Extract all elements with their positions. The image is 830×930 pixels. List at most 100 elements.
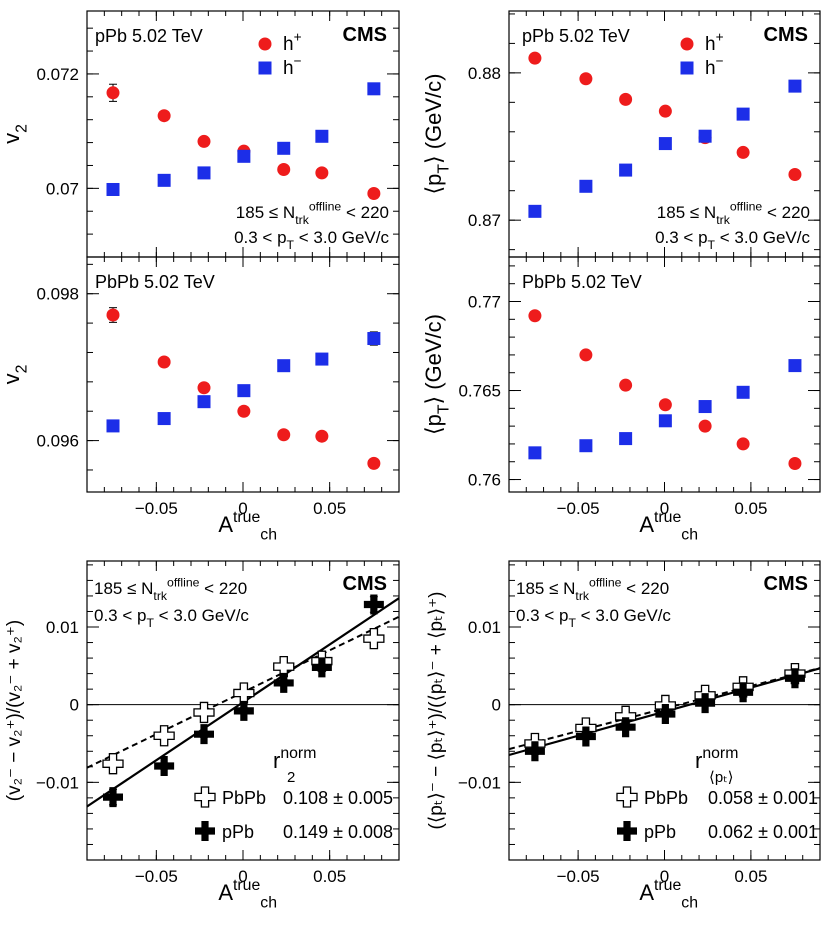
y-tick-label: −0.01 xyxy=(458,773,501,792)
cut-annotation: 0.3 < pT < 3.0 GeV/c xyxy=(655,228,810,252)
x-tick-label: −0.05 xyxy=(557,867,600,886)
data-point xyxy=(157,109,171,123)
system-label: pPb 5.02 TeV xyxy=(95,26,203,46)
legend-marker xyxy=(616,786,638,808)
data-point xyxy=(788,457,802,471)
cut-annotation: 185 ≤ Ntrkoffline < 220 xyxy=(94,575,247,603)
series-pPb xyxy=(524,668,805,762)
x-tick-label: 0.05 xyxy=(734,499,767,518)
y-axis-label: v2 xyxy=(0,124,31,144)
data-point xyxy=(367,332,381,346)
x-tick-label: 0 xyxy=(238,499,247,518)
x-axis-label: Atruech xyxy=(218,877,277,912)
data-point xyxy=(315,166,329,180)
legend-value: 0.108 ± 0.005 xyxy=(283,788,393,808)
data-point xyxy=(579,439,593,453)
data-point xyxy=(102,753,124,775)
data-point xyxy=(788,79,802,93)
data-point xyxy=(736,107,750,121)
legend-label: h+ xyxy=(705,29,724,55)
cut-annotation: 185 ≤ Ntrkoffline < 220 xyxy=(236,199,389,227)
data-point xyxy=(277,162,291,176)
data-point xyxy=(658,398,672,412)
panel-p3: 0.096 0.098 −0.05 0 0.05 PbPb 5.02 TeV v2 Atrue… xyxy=(0,256,400,544)
data-point xyxy=(315,129,329,143)
data-point xyxy=(237,404,251,418)
legend-marker xyxy=(680,37,694,51)
x-tick-label: 0.05 xyxy=(734,867,767,886)
legend-label: h− xyxy=(283,53,302,79)
r-norm-subscript: ⟨pₜ⟩ xyxy=(709,769,733,786)
y-tick-label: 0 xyxy=(70,696,79,715)
data-point xyxy=(103,787,123,808)
y-axis-label: ⟨pT⟩ (GeV/c) xyxy=(421,74,453,195)
series-h xyxy=(106,307,381,470)
x-tick-label: −0.05 xyxy=(135,867,178,886)
x-axis-label: Atruech xyxy=(639,877,698,912)
data-point xyxy=(315,429,329,443)
data-point xyxy=(106,86,120,100)
y-tick-label: 0.76 xyxy=(468,471,501,490)
data-point xyxy=(655,703,676,724)
data-point xyxy=(784,668,805,689)
data-point xyxy=(153,725,175,747)
y-tick-label: 0.098 xyxy=(36,285,79,304)
data-point xyxy=(788,168,802,182)
series-h xyxy=(528,51,802,182)
data-point xyxy=(733,682,754,703)
data-point xyxy=(154,756,175,777)
y-tick-label: 0.01 xyxy=(46,618,79,637)
y-tick-label: 0.87 xyxy=(468,211,501,230)
series-h xyxy=(528,309,802,471)
data-point xyxy=(233,682,255,704)
data-point xyxy=(315,352,329,366)
data-point xyxy=(658,414,672,428)
cut-annotation: 0.3 < pT < 3.0 GeV/c xyxy=(234,228,389,252)
series-h xyxy=(528,79,802,218)
data-point xyxy=(367,82,381,96)
x-tick-label: −0.05 xyxy=(557,499,600,518)
cut-annotation: 0.3 < pT < 3.0 GeV/c xyxy=(516,606,671,630)
series-PbPb xyxy=(102,628,385,775)
data-point xyxy=(237,384,251,398)
data-point xyxy=(197,134,211,148)
y-tick-label: 0.072 xyxy=(36,65,79,84)
data-point xyxy=(579,348,593,362)
series-h xyxy=(106,82,381,196)
data-point xyxy=(233,700,254,721)
cut-annotation: 185 ≤ Ntrkoffline < 220 xyxy=(516,575,669,603)
data-point xyxy=(277,141,291,155)
data-point xyxy=(619,378,633,392)
legend-marker xyxy=(194,786,216,808)
panel-p2: 0.87 0.88 pPb 5.02 TeV CMS h+h− 185 ≤ Ntrkoff… xyxy=(421,10,821,258)
r-norm-label: rnorm xyxy=(695,745,738,773)
data-point xyxy=(197,166,211,180)
data-point xyxy=(528,309,542,323)
y-tick-label: 0.096 xyxy=(36,432,79,451)
y-axis-label: ⟨pT⟩ (GeV/c) xyxy=(421,314,453,435)
data-point xyxy=(658,137,672,151)
data-point xyxy=(528,446,542,460)
legend-label: pPb xyxy=(644,822,676,842)
cms-label: CMS xyxy=(343,573,387,595)
y-tick-label: 0.01 xyxy=(468,618,501,637)
data-point xyxy=(194,724,214,745)
panel-p1: 0.07 0.072 pPb 5.02 TeV CMS h+h− 185 ≤ Ntrkof… xyxy=(0,10,400,258)
x-axis-label: Atruech xyxy=(639,509,698,544)
data-point xyxy=(528,51,542,65)
x-tick-label: 0 xyxy=(238,867,247,886)
legend-marker xyxy=(258,37,272,51)
legend-value: 0.058 ± 0.001 xyxy=(708,788,818,808)
y-axis-label: (⟨pₜ⟩⁻ − ⟨pₜ⟩⁺)/(⟨pₜ⟩⁻ + ⟨pₜ⟩⁺) xyxy=(426,592,447,830)
data-point xyxy=(698,419,712,433)
data-point xyxy=(197,381,211,395)
series-pPb xyxy=(103,594,384,808)
panel-p6: −0.01 0 0.01 −0.05 0 0.05 CMS 185 ≤ Ntrkoffline… xyxy=(426,560,821,912)
cms-label: CMS xyxy=(764,573,808,595)
r-norm-label: rnorm xyxy=(273,745,316,773)
legend-value: 0.062 ± 0.001 xyxy=(708,822,818,842)
cut-annotation: 185 ≤ Ntrkoffline < 220 xyxy=(657,199,810,227)
data-point xyxy=(197,395,211,409)
data-point xyxy=(736,145,750,159)
